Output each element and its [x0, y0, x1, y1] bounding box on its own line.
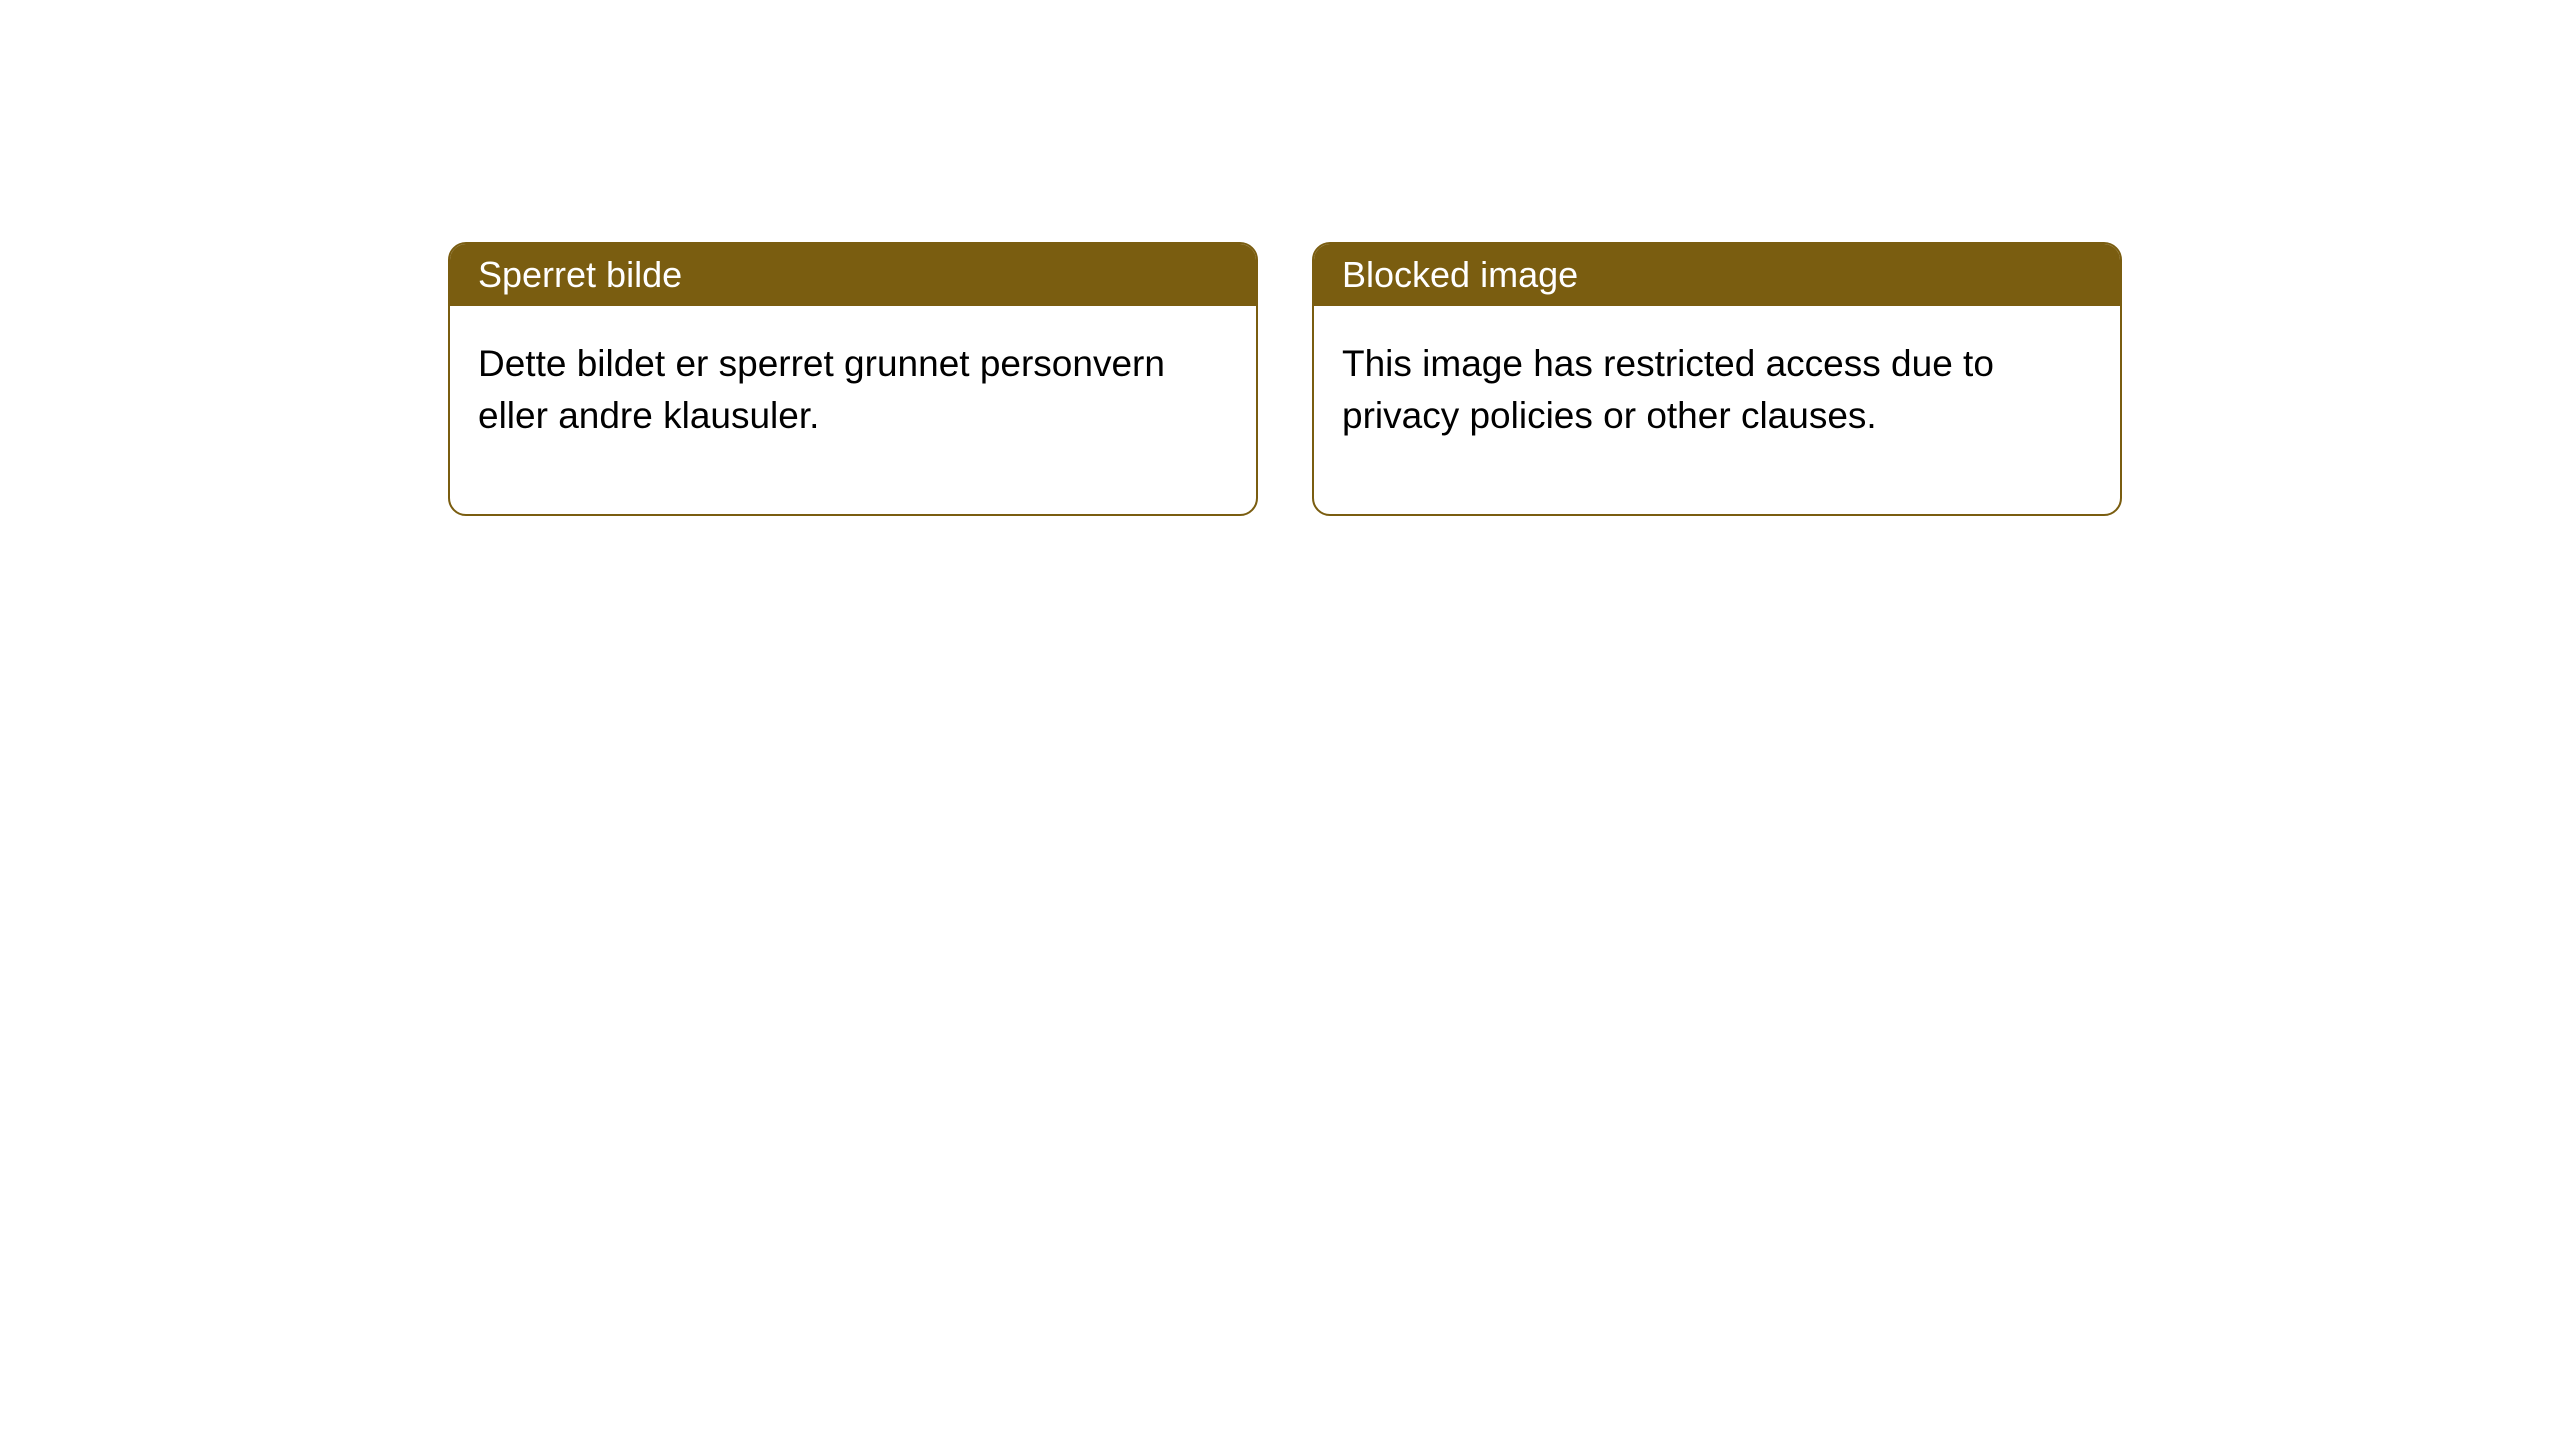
notice-card-norwegian: Sperret bilde Dette bildet er sperret gr…: [448, 242, 1258, 516]
card-title: Blocked image: [1342, 254, 1578, 295]
notice-card-english: Blocked image This image has restricted …: [1312, 242, 2122, 516]
card-body: Dette bildet er sperret grunnet personve…: [450, 306, 1256, 514]
card-title: Sperret bilde: [478, 254, 682, 295]
card-header: Blocked image: [1314, 244, 2120, 306]
card-body: This image has restricted access due to …: [1314, 306, 2120, 514]
card-body-text: Dette bildet er sperret grunnet personve…: [478, 343, 1165, 436]
card-body-text: This image has restricted access due to …: [1342, 343, 1994, 436]
notice-container: Sperret bilde Dette bildet er sperret gr…: [0, 0, 2560, 516]
card-header: Sperret bilde: [450, 244, 1256, 306]
